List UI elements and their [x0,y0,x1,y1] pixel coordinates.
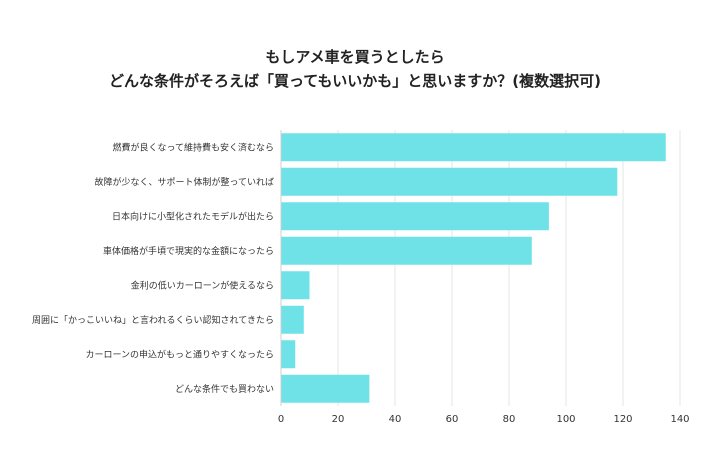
x-tick-label: 140 [670,414,689,425]
x-tick-label: 40 [389,414,402,425]
bar [281,236,532,265]
chart-title-line1: もしアメ車を買うとしたら [265,48,445,66]
category-label: 日本向けに小型化されたモデルが出たら [112,210,274,222]
category-label: カーローンの申込がもっと通りやすくなったら [85,348,274,360]
bar [281,305,304,334]
category-label: 周囲に「かっこいいね」と言われるくらい認知されてきたら [32,314,274,326]
x-tick-label: 100 [556,414,575,425]
x-tick-label: 60 [446,414,459,425]
x-tick-label: 20 [332,414,345,425]
bar [281,374,370,403]
bar [281,271,310,300]
category-label: 車体価格が手頃で現実的な金額になったら [103,245,274,257]
bar [281,133,666,162]
chart-title-line2: どんな条件がそろえば「買ってもいいかも」と思いますか？(複数選択可) [109,72,601,90]
category-label: どんな条件でも買わない [175,383,274,395]
bar [281,202,549,231]
bar [281,167,618,196]
x-tick-label: 0 [278,414,284,425]
bar [281,340,296,369]
category-label: 故障が少なく、サポート体制が整っていれば [94,176,274,188]
x-tick-label: 120 [613,414,632,425]
category-label: 燃費が良くなって維持費も安く済むなら [112,141,274,153]
x-tick-label: 80 [503,414,516,425]
category-label: 金利の低いカーローンが使えるなら [131,279,274,291]
